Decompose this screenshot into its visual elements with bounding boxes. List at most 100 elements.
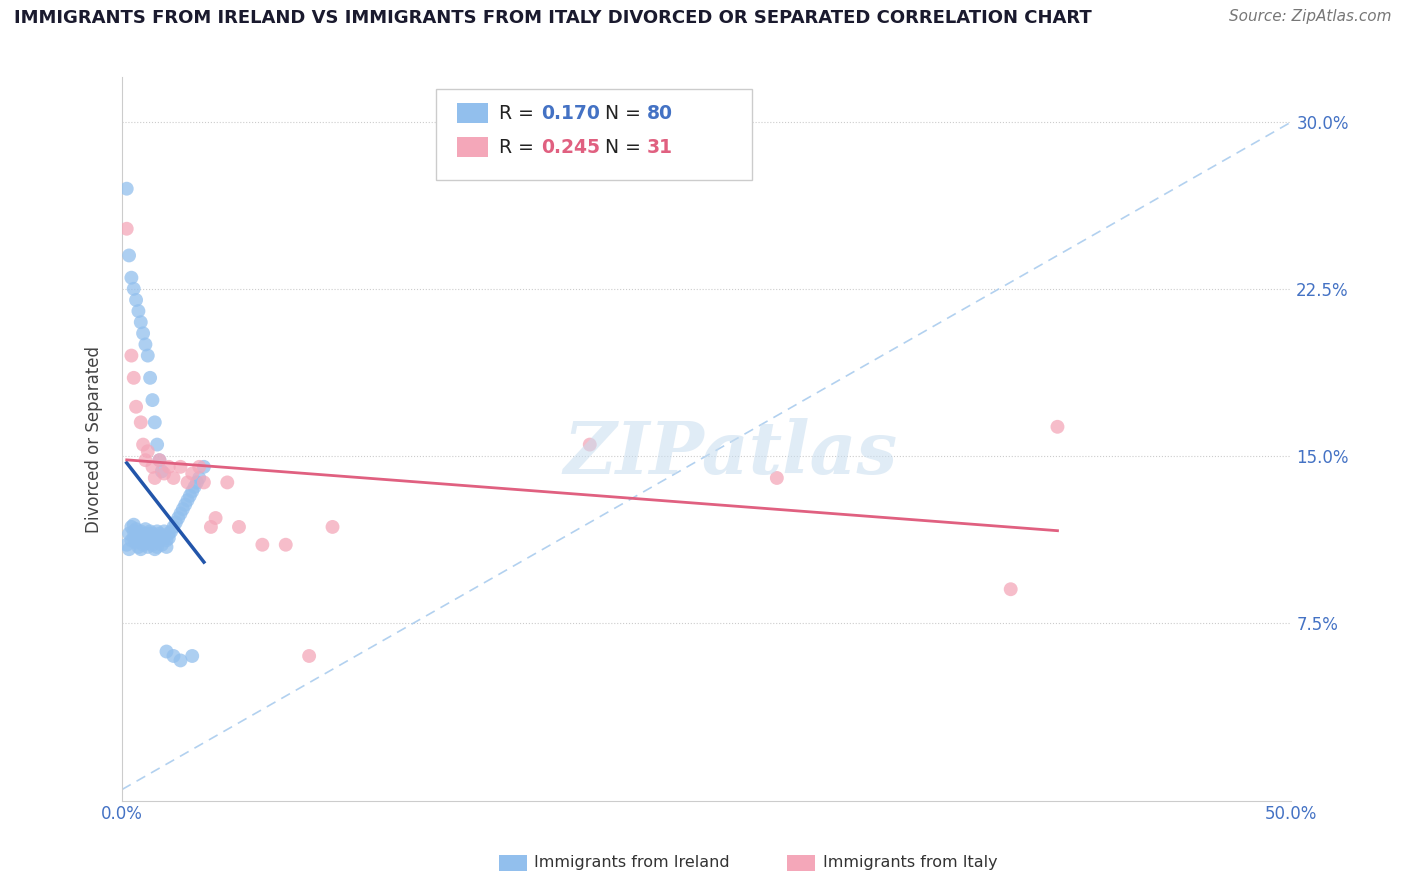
Point — [160, 524, 183, 539]
Point — [125, 535, 148, 549]
Point — [125, 400, 148, 414]
Point — [200, 520, 222, 534]
Point — [146, 437, 169, 451]
Text: 0.245: 0.245 — [541, 137, 600, 157]
Point — [118, 526, 141, 541]
Point — [143, 471, 166, 485]
Point — [1000, 582, 1022, 597]
Point — [148, 453, 170, 467]
Text: N =: N = — [605, 103, 647, 123]
Point — [181, 467, 204, 481]
Point — [132, 326, 155, 341]
Point — [125, 293, 148, 307]
Point — [136, 526, 159, 541]
Point — [134, 453, 156, 467]
Point — [120, 270, 142, 285]
Point — [148, 453, 170, 467]
Point — [129, 542, 152, 557]
Text: N =: N = — [605, 137, 647, 157]
Point — [193, 459, 215, 474]
Point — [134, 529, 156, 543]
Point — [141, 526, 163, 541]
Point — [122, 524, 145, 539]
Text: IMMIGRANTS FROM IRELAND VS IMMIGRANTS FROM ITALY DIVORCED OR SEPARATED CORRELATI: IMMIGRANTS FROM IRELAND VS IMMIGRANTS FR… — [14, 9, 1092, 27]
Text: Immigrants from Italy: Immigrants from Italy — [823, 855, 997, 870]
Point — [183, 480, 205, 494]
Text: R =: R = — [499, 137, 540, 157]
Point — [188, 459, 211, 474]
Point — [115, 221, 138, 235]
Point — [153, 467, 176, 481]
Point — [148, 526, 170, 541]
Point — [157, 531, 180, 545]
Point — [155, 533, 177, 548]
Point — [127, 540, 149, 554]
Point — [125, 529, 148, 543]
Point — [143, 542, 166, 557]
Point — [169, 459, 191, 474]
Point — [150, 538, 173, 552]
Point — [148, 533, 170, 548]
Point — [228, 520, 250, 534]
Point — [162, 471, 184, 485]
Point — [766, 471, 789, 485]
Point — [176, 475, 198, 490]
Point — [217, 475, 239, 490]
Point — [176, 493, 198, 508]
Point — [118, 542, 141, 557]
Point — [188, 471, 211, 485]
Point — [181, 484, 204, 499]
Point — [132, 437, 155, 451]
Point — [118, 248, 141, 262]
Point — [179, 489, 201, 503]
Point — [134, 337, 156, 351]
Point — [143, 415, 166, 429]
Text: Immigrants from Ireland: Immigrants from Ireland — [534, 855, 730, 870]
Point — [155, 644, 177, 658]
Point — [129, 315, 152, 329]
Point — [127, 304, 149, 318]
Point — [252, 538, 274, 552]
Text: 0.170: 0.170 — [541, 103, 600, 123]
Point — [150, 464, 173, 478]
Text: 80: 80 — [647, 103, 672, 123]
Text: Source: ZipAtlas.com: Source: ZipAtlas.com — [1229, 9, 1392, 24]
Point — [129, 415, 152, 429]
Y-axis label: Divorced or Separated: Divorced or Separated — [86, 345, 103, 533]
Point — [174, 498, 197, 512]
Point — [193, 475, 215, 490]
Point — [157, 526, 180, 541]
Point — [146, 524, 169, 539]
Point — [136, 444, 159, 458]
Point — [578, 437, 600, 451]
Point — [115, 538, 138, 552]
Point — [122, 371, 145, 385]
Point — [132, 526, 155, 541]
Point — [141, 393, 163, 408]
Point — [141, 533, 163, 548]
Point — [120, 533, 142, 548]
Point — [141, 459, 163, 474]
Point — [162, 520, 184, 534]
Point — [120, 520, 142, 534]
Point — [125, 522, 148, 536]
Point — [169, 653, 191, 667]
Point — [150, 529, 173, 543]
Point — [153, 524, 176, 539]
Point — [136, 533, 159, 548]
Point — [129, 524, 152, 539]
Point — [127, 533, 149, 548]
Point — [274, 538, 297, 552]
Text: 31: 31 — [647, 137, 672, 157]
Point — [132, 538, 155, 552]
Point — [139, 524, 162, 539]
Point — [122, 517, 145, 532]
Point — [115, 182, 138, 196]
Point — [322, 520, 344, 534]
Point — [139, 531, 162, 545]
Point — [127, 526, 149, 541]
Point — [186, 475, 208, 490]
Point — [162, 648, 184, 663]
Point — [136, 349, 159, 363]
Point — [1046, 419, 1069, 434]
